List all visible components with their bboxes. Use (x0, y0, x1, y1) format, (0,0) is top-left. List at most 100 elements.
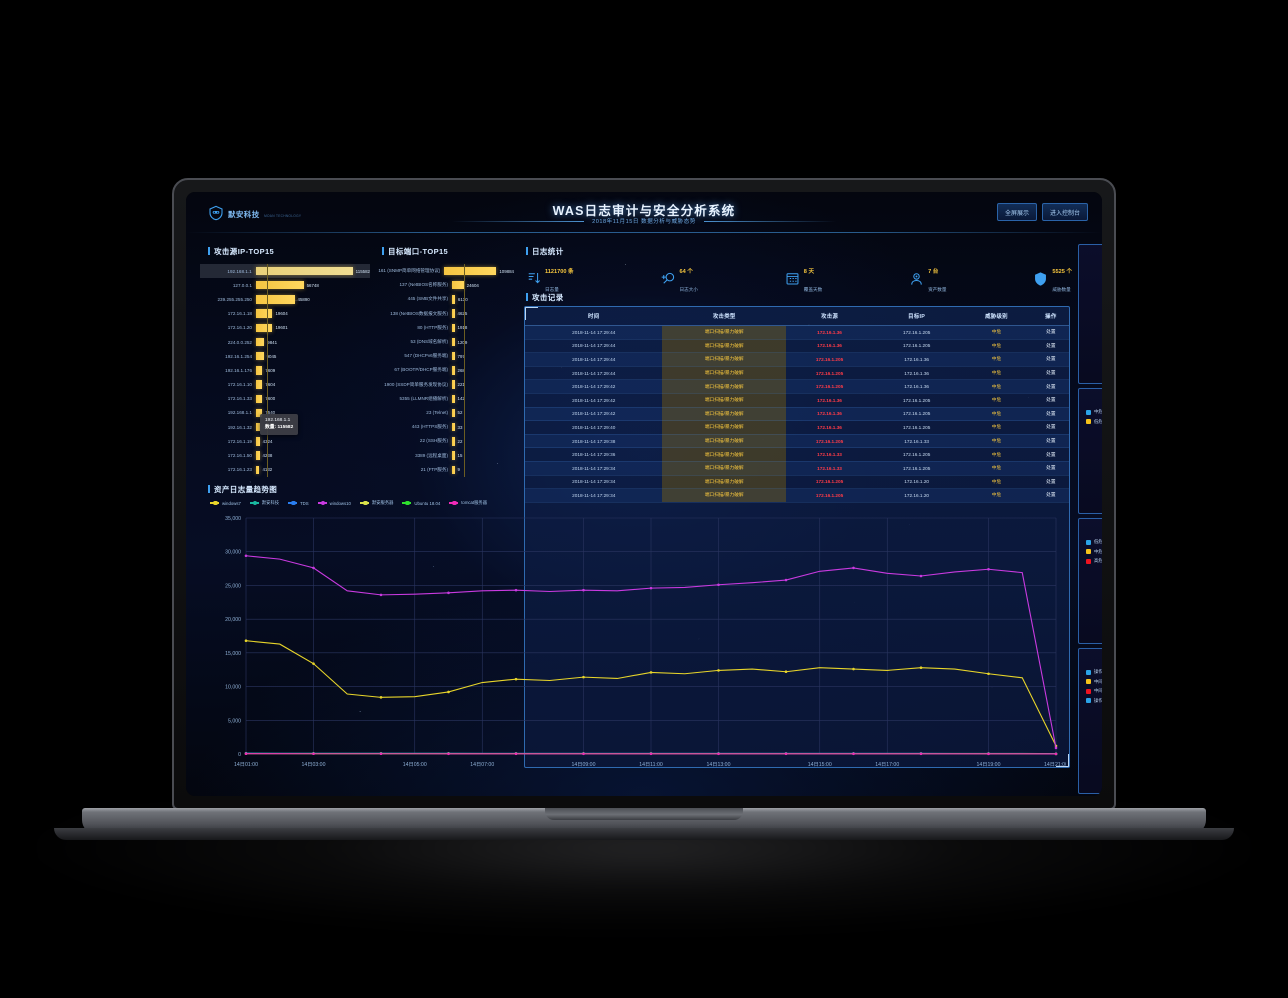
bar-track: 221 (452, 380, 514, 389)
table-row[interactable]: 2018-11-14 17:29:44 端口扫描/暴力破解 172.16.1.205… (525, 352, 1069, 367)
cell-action[interactable]: 处置 (1046, 465, 1056, 471)
cell-action[interactable]: 处置 (1046, 329, 1056, 335)
bar-row[interactable]: 5355 (LLMNR组播解析) 142 (354, 392, 514, 406)
trend-legend-item[interactable]: Ubuntu 18.04 (402, 500, 440, 506)
bar-row[interactable]: 445 (SMB文件共享) 6130 (354, 292, 514, 306)
cell-action[interactable]: 处置 (1046, 342, 1056, 348)
stat-label: 威胁数量 (1052, 287, 1071, 292)
bar-label: 172.16.1.20 (227, 325, 252, 331)
cell-action[interactable]: 处置 (1046, 356, 1056, 362)
bar-row[interactable]: 172.16.1.10 7604 (200, 378, 370, 392)
trend-point (312, 566, 315, 570)
calendar-icon (785, 271, 800, 286)
cell-action[interactable]: 处置 (1046, 397, 1056, 403)
table-row[interactable]: 2018-11-14 17:29:36 端口扫描/暴力破解 172.16.1.33 1… (525, 447, 1069, 462)
bar-row[interactable]: 138 (NetBIOS数据报文服务) 4625 (354, 307, 514, 321)
attack-ip-axis (267, 264, 268, 477)
cell-action[interactable]: 处置 (1046, 451, 1056, 457)
bar-tooltip: 192.168.1.1 数量: 115582 (260, 414, 299, 435)
attack-log-table: 时间 攻击类型 攻击源 目标IP 威胁级别 操作 2018-11-14 17:29:44 端… (525, 307, 1069, 503)
bar-row[interactable]: 161 (SNMP简单网络管理协议) 109884 (354, 264, 514, 278)
table-row[interactable]: 2018-11-14 17:29:40 端口扫描/暴力破解 172.16.1.36 1… (525, 420, 1069, 435)
table-row[interactable]: 2018-11-14 17:29:44 端口扫描/暴力破解 172.16.1.36 1… (525, 325, 1069, 340)
bar-track: 33 (452, 422, 514, 432)
bar-row[interactable]: 67 (BOOTP/DHCP服务端) 268 (354, 363, 514, 377)
cell-action[interactable]: 处置 (1046, 383, 1056, 389)
trend-point (1054, 752, 1058, 756)
bar-row[interactable]: 192.16.1.176 7609 (200, 363, 370, 377)
bar-track: 4324 (256, 437, 370, 446)
legend-line-icon (210, 500, 219, 506)
bar-row[interactable]: 172.16.1.33 7600 (200, 392, 370, 406)
bar-row[interactable]: 21 (FTP服务) 9 (354, 463, 514, 477)
legend-label: Ubuntu 18.04 (414, 500, 441, 506)
cell-action[interactable]: 处置 (1046, 478, 1056, 484)
legend-item[interactable]: 低危 (1086, 539, 1102, 545)
fullscreen-button[interactable]: 全屏展示 (996, 203, 1037, 221)
bar-row[interactable]: 172.16.1.23 4132 (200, 463, 370, 477)
table-row[interactable]: 2018-11-14 17:29:44 端口扫描/暴力破解 172.16.1.205… (525, 366, 1069, 380)
cell-action[interactable]: 处置 (1046, 370, 1056, 376)
legend-item[interactable]: 操作系统_Windows (1086, 698, 1102, 704)
table-row[interactable]: 2018-11-14 17:29:42 端口扫描/暴力破解 172.16.1.205… (525, 379, 1069, 394)
cell-action[interactable]: 处置 (1046, 424, 1056, 430)
bar-value: 109884 (499, 268, 514, 274)
trend-point (717, 669, 720, 672)
bar-row[interactable]: 547 (DHCPv6服务端) 797 (354, 349, 514, 363)
trend-legend-item[interactable]: 默安服务器 (359, 500, 393, 506)
bar-row[interactable]: 224.0.0.252 9841 (200, 335, 370, 349)
bar-value: 142 (457, 396, 465, 402)
table-row[interactable]: 2018-11-14 17:29:34 端口扫描/暴力破解 172.16.1.205… (525, 475, 1069, 489)
legend-item[interactable]: 操作系统_Linux (1086, 669, 1102, 675)
trend-point (312, 752, 315, 756)
table-row[interactable]: 2018-11-14 17:29:42 端口扫描/暴力破解 172.16.1.36 1… (525, 407, 1069, 421)
trend-legend-item[interactable]: windows7 (210, 500, 241, 506)
bar-row[interactable]: 1900 (SSDP简单服务发现协议) 221 (354, 378, 514, 392)
bar-track: 19604 (256, 309, 370, 318)
stat-calendar: 8 天覆盖天数 (785, 260, 822, 296)
trend-legend-item[interactable]: tomcat服务器 (449, 500, 487, 506)
legend-item[interactable]: 中危 (1086, 549, 1102, 555)
legend-item[interactable]: 中间件_Tomcat (1086, 688, 1102, 694)
cell-action[interactable]: 处置 (1046, 492, 1056, 498)
bar-row[interactable]: 192.168.1.1 7540 (200, 406, 370, 420)
bar-row[interactable]: 239.255.255.250 45890 (200, 292, 370, 306)
bar-row[interactable]: 172.16.1.50 4238 (200, 448, 370, 462)
bar-track: 1209 (452, 337, 514, 347)
table-row[interactable]: 2018-11-14 17:29:38 端口扫描/暴力破解 172.16.1.205… (525, 434, 1069, 448)
bar-row[interactable]: 80 (HTTP服务) 1918 (354, 321, 514, 335)
trend-legend-item[interactable]: 默安科技 (249, 500, 279, 506)
console-button[interactable]: 进入控制台 (1041, 203, 1088, 221)
bar-row[interactable]: 172.16.1.20 19601 (200, 321, 370, 335)
bar-row[interactable]: 172.16.1.18 19604 (200, 307, 370, 321)
bar-row[interactable]: 23 (Telnet) 52 (354, 406, 514, 420)
bar-row[interactable]: 127.0.0.1 56748 (200, 278, 370, 292)
table-row[interactable]: 2018-11-14 17:29:42 端口扫描/暴力破解 172.16.1.36 1… (525, 393, 1069, 408)
legend-label: 操作系统_Linux (1094, 669, 1102, 674)
cell-target-ip: 172.16.1.205 (902, 465, 931, 471)
cell-action[interactable]: 处置 (1046, 410, 1056, 416)
legend-line-icon (359, 500, 369, 506)
bar-row[interactable]: 172.16.1.19 4324 (200, 434, 370, 448)
legend-item[interactable]: 中危资产 (1086, 409, 1102, 415)
bar-row[interactable]: 443 (HTTPS服务) 33 (354, 420, 514, 434)
table-row[interactable]: 2018-11-14 17:29:34 端口扫描/暴力破解 172.16.1.33 1… (525, 461, 1069, 476)
trend-legend-item[interactable]: windows10 (317, 500, 351, 506)
bar-row[interactable]: 22 (SSH服务) 22 (354, 434, 514, 448)
bar-row[interactable]: 3389 (远程桌面) 15 (354, 448, 514, 462)
bar-row[interactable]: 192.16.1.254 9045 (200, 349, 370, 363)
bar-fill (256, 323, 273, 333)
legend-item[interactable]: 高危 (1086, 558, 1102, 564)
legend-item[interactable]: 低危资产 (1086, 419, 1102, 425)
table-row[interactable]: 2018-11-14 17:29:34 端口扫描/暴力破解 172.16.1.205… (525, 488, 1069, 503)
legend-item[interactable]: 中间件_Nginx (1086, 679, 1102, 685)
table-header-cell: 攻击源 (821, 314, 839, 320)
bar-row[interactable]: 137 (NetBIOS名称服务) 24604 (354, 278, 514, 292)
trend-legend-item[interactable]: TDS (288, 500, 309, 506)
table-row[interactable]: 2018-11-14 17:29:44 端口扫描/暴力破解 172.16.1.36 1… (525, 339, 1069, 353)
bar-label: 445 (SMB文件共享) (407, 296, 448, 302)
attack-ip-panel-title: 攻击源IP-TOP15 (208, 246, 274, 257)
bar-row[interactable]: 192.168.1.1 115582 (200, 264, 370, 279)
bar-row[interactable]: 53 (DNS域名解析) 1209 (354, 335, 514, 349)
cell-action[interactable]: 处置 (1046, 438, 1056, 444)
